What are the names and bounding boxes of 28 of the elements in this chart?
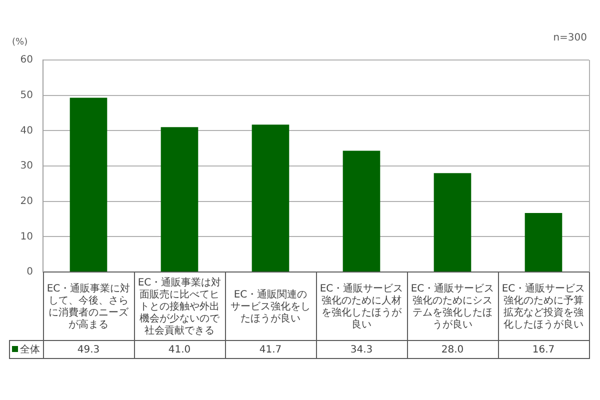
x-tick-label: EC・通販事業に対して、今後、さらに消費者のニーズが高まる xyxy=(46,282,130,331)
y-tick-label: 30 xyxy=(20,160,33,172)
x-tick-label: EC・通販サービス強化のために予算拡充など投資を強化したほうが良い xyxy=(502,282,586,331)
bar xyxy=(252,124,290,272)
data-label: 41.7 xyxy=(259,344,282,356)
y-tick-label: 0 xyxy=(26,266,33,278)
y-axis-title: (%) xyxy=(12,37,28,48)
y-tick-label: 60 xyxy=(20,54,33,66)
bar xyxy=(70,98,108,272)
data-label: 16.7 xyxy=(532,344,555,356)
data-label: 41.0 xyxy=(168,344,191,356)
x-tick-label: EC・通販事業は対面販売に比べてヒトとの接触や外出機会が少ないので社会貢献できる xyxy=(138,276,222,337)
x-tick-label: EC・通販サービス強化のために人材を強化したほうが良い xyxy=(320,282,404,331)
y-tick-label: 50 xyxy=(20,90,33,101)
data-label: 28.0 xyxy=(441,344,464,356)
x-tick-label: EC・通販関連のサービス強化をしたほうが良い xyxy=(230,288,310,325)
bar xyxy=(434,173,472,272)
data-label: 49.3 xyxy=(77,344,100,356)
bar xyxy=(160,127,198,272)
y-tick-label: 40 xyxy=(20,125,33,136)
x-tick-label: EC・通販サービス強化のためにシステムを強化したほうが良い xyxy=(410,282,494,331)
y-tick-label: 10 xyxy=(20,231,33,242)
y-tick-label: 20 xyxy=(20,196,33,207)
text: n=300 xyxy=(553,32,587,44)
bar xyxy=(342,150,380,272)
legend-label: 全体 xyxy=(20,344,40,356)
bar xyxy=(524,212,562,272)
data-label: 34.3 xyxy=(350,344,373,356)
